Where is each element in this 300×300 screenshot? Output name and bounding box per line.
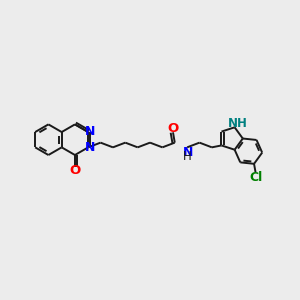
Text: N: N	[85, 141, 95, 154]
Text: NH: NH	[228, 117, 248, 130]
Text: O: O	[69, 164, 81, 177]
Text: N: N	[85, 125, 95, 138]
Text: H: H	[183, 150, 192, 163]
Text: O: O	[167, 122, 178, 135]
Text: Cl: Cl	[250, 171, 263, 184]
Text: N: N	[182, 146, 193, 159]
